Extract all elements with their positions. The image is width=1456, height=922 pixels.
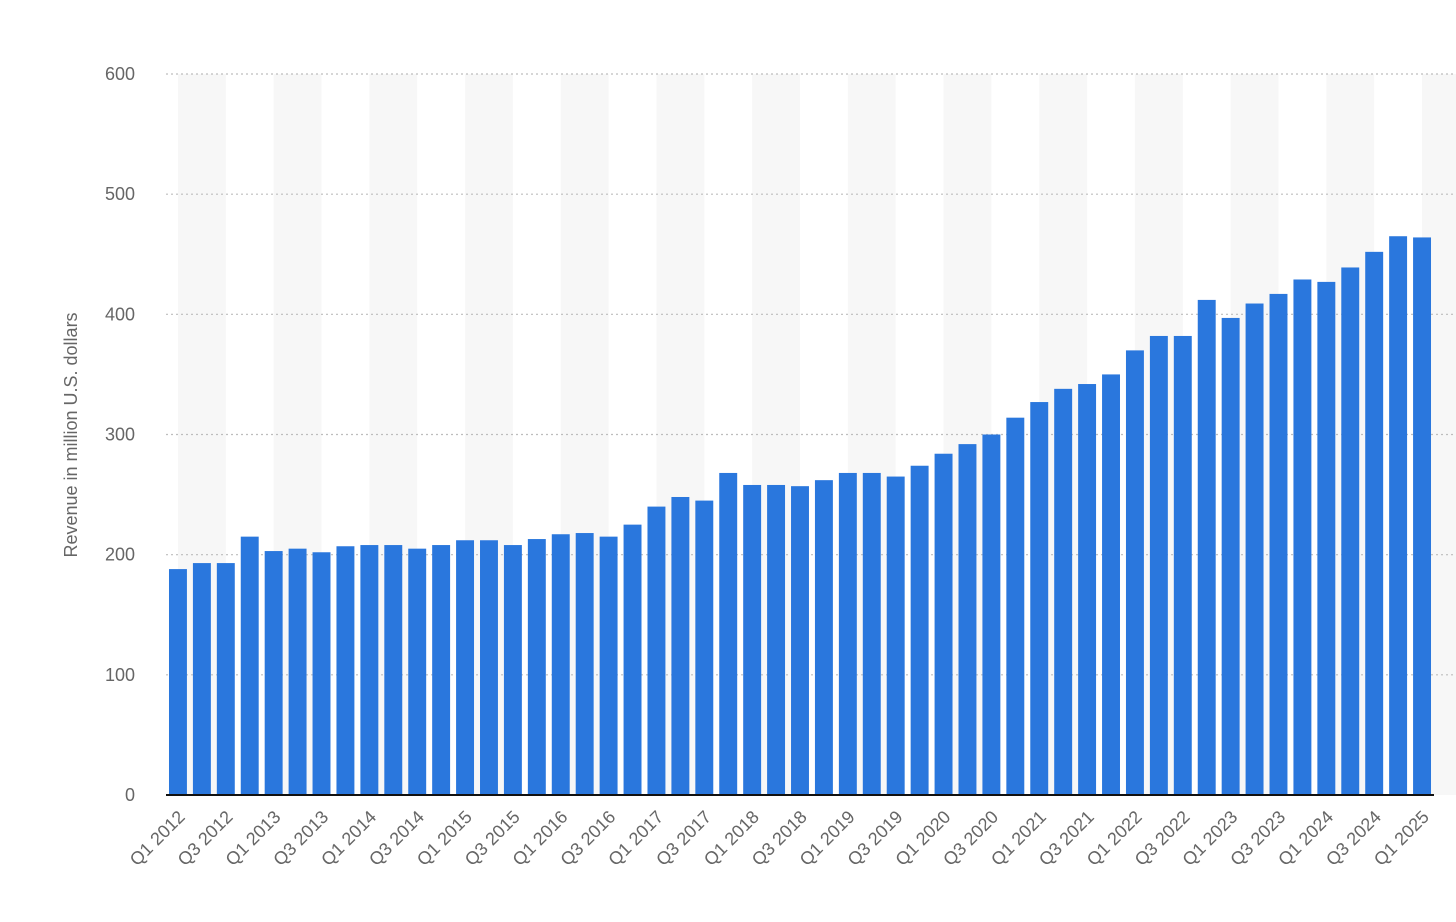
- bar: [503, 545, 522, 795]
- y-axis-title: Revenue in million U.S. dollars: [61, 312, 81, 557]
- bar: [312, 552, 331, 795]
- bar: [1269, 293, 1288, 795]
- bar: [1102, 374, 1120, 795]
- bar: [575, 533, 594, 795]
- bar: [791, 486, 809, 795]
- y-tick-labels: 0 100 200 300 400 500 600: [105, 64, 135, 805]
- bar: [288, 548, 307, 795]
- y-tick-label: 100: [105, 665, 135, 685]
- bar: [1197, 299, 1216, 795]
- bar: [527, 539, 546, 795]
- y-tick-label: 600: [105, 64, 135, 84]
- bar: [958, 444, 977, 795]
- bar: [838, 472, 857, 795]
- bar: [216, 563, 235, 795]
- bar: [743, 484, 762, 795]
- y-tick-label: 300: [105, 425, 135, 445]
- bar: [1078, 384, 1097, 795]
- bar: [719, 472, 738, 795]
- bar: [623, 524, 642, 796]
- bar: [1413, 237, 1432, 795]
- bar: [480, 540, 498, 795]
- bar: [240, 536, 259, 795]
- bar: [336, 546, 355, 795]
- bar: [1365, 251, 1384, 796]
- bar: [910, 465, 929, 795]
- bar: [934, 453, 953, 795]
- bar: [1173, 335, 1192, 795]
- bar: [886, 476, 905, 795]
- bar: [1293, 279, 1312, 795]
- bar: [599, 536, 618, 795]
- bar: [862, 472, 881, 795]
- bar: [192, 563, 211, 795]
- y-tick-label: 500: [105, 184, 135, 204]
- bar: [1006, 417, 1025, 795]
- bar: [814, 480, 833, 795]
- bar: [456, 540, 475, 795]
- bar: [264, 551, 283, 795]
- bar: [767, 484, 786, 795]
- bar: [671, 496, 690, 795]
- bar: [1149, 335, 1168, 795]
- bar: [1125, 350, 1144, 795]
- y-tick-label: 0: [125, 785, 135, 805]
- bars: [168, 236, 1432, 796]
- bar: [551, 534, 570, 795]
- bar: [1221, 317, 1240, 795]
- bar: [1389, 236, 1408, 796]
- bar: [408, 548, 427, 795]
- y-tick-label: 200: [105, 545, 135, 565]
- bar: [432, 545, 451, 795]
- bar: [647, 506, 666, 795]
- y-tick-label: 400: [105, 304, 135, 324]
- bar: [384, 545, 403, 795]
- bar: [1317, 281, 1336, 795]
- bar: [1030, 402, 1049, 795]
- bar: [1341, 267, 1360, 796]
- bar: [695, 500, 714, 795]
- bar: [1054, 388, 1073, 795]
- bar: [982, 434, 1001, 795]
- bar: [360, 545, 379, 795]
- bar: [168, 569, 187, 795]
- bar: [1245, 303, 1264, 795]
